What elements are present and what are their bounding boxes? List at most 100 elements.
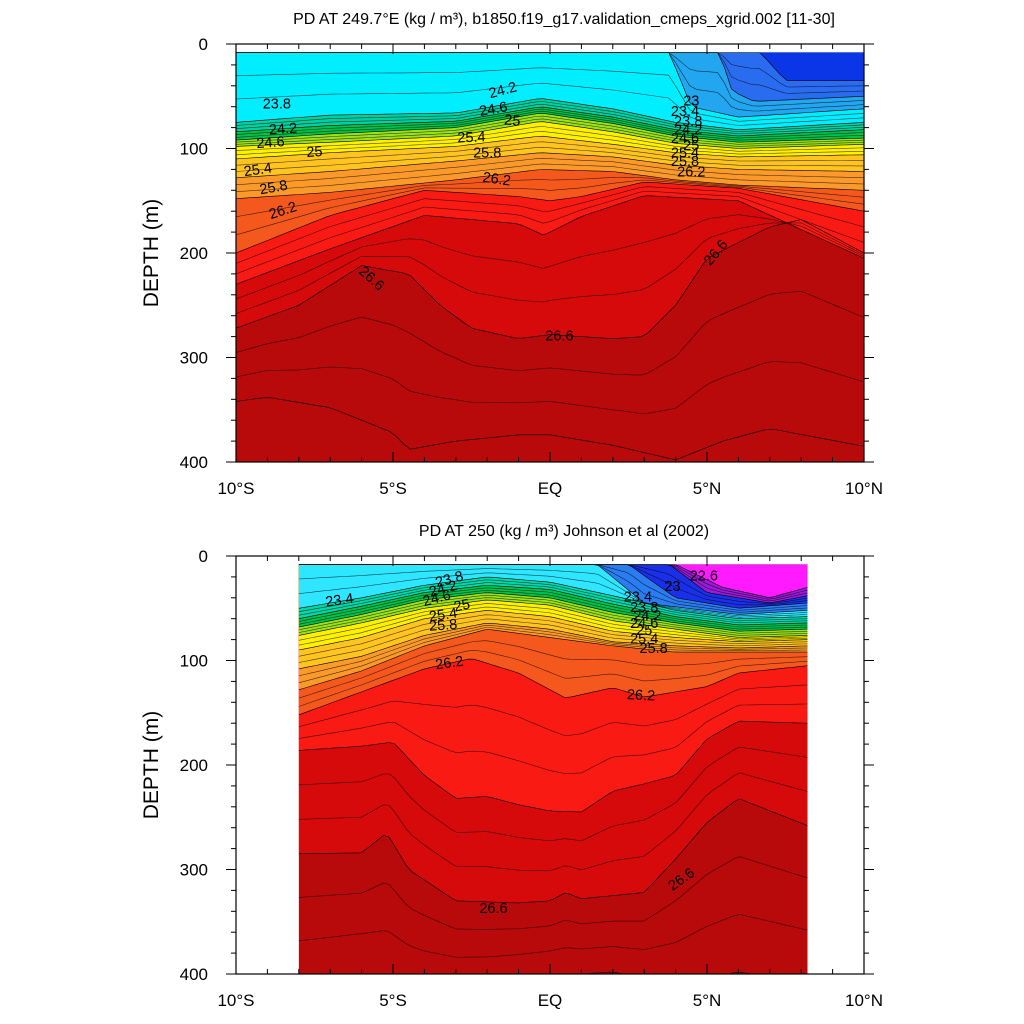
contour-label: 26.6 [479,901,507,917]
contour-label: 24.2 [427,578,458,601]
contour-label: 24.6 [256,134,285,152]
contour-label: 25.4 [457,129,486,146]
contour-line [298,597,808,636]
contour-line [298,572,808,618]
contour-label: 25.8 [429,617,458,635]
contour-line [298,649,808,707]
contour-line [298,590,808,630]
contour-label: 24.2 [633,608,661,624]
contour-label: 24.2 [268,121,297,139]
contour-line [298,640,808,699]
contour-line [236,195,864,285]
contour-label: 22.6 [690,569,718,585]
y-tick-label: 100 [180,140,208,159]
contour-line [236,112,864,143]
contour-label: 26.2 [482,170,512,190]
x-tick-label: 5°S [379,479,407,498]
x-tick-label: EQ [538,991,563,1010]
contour-label: 25 [306,144,323,161]
contour-line [236,82,864,126]
contour-line [298,618,808,663]
contour-line [298,772,808,872]
contour-line [298,579,808,622]
contour-line [298,798,808,904]
contour-line [236,126,864,152]
chart-title: PD AT 250 (kg / m³) Johnson et al (2002) [419,523,709,540]
contour-label: 24.6 [630,616,658,632]
contour-line [298,568,808,617]
y-tick-label: 400 [180,453,208,472]
contour-line [236,67,864,122]
panel-model-section: 23.824.224.62525.425.826.224.224.62525.4… [140,11,883,498]
contour-label: 23.4 [624,590,652,606]
panel-observed-section: 23.423.824.224.6 2525.425.826.222.62323.4… [140,523,883,1010]
contour-line [236,181,864,254]
contour-line [298,610,808,651]
contour-label: 23.8 [434,568,465,591]
contour-label: 25.8 [671,154,699,170]
x-tick-label: 10°S [217,991,254,1010]
contour-label: 23 [683,93,699,109]
y-tick-label: 100 [180,652,208,671]
contour-line [298,629,808,691]
contour-line [298,627,808,684]
contour-label: 23 [664,579,680,595]
contour-label: 23.8 [674,114,702,130]
contour-line [236,101,864,133]
contour-line [236,397,864,461]
contour-line [236,131,864,156]
x-tick-label: 5°N [693,479,722,498]
y-tick-label: 200 [180,244,208,263]
contour-label: 25.8 [640,641,668,657]
contour-label: 25 [452,596,471,615]
contour-line [298,625,808,677]
contour-label: 24.6 [671,131,699,147]
x-tick-label: EQ [538,479,563,498]
y-tick-label: 300 [180,349,208,368]
contour-label: 26.2 [627,687,656,704]
contour-band-bright-blue [298,564,808,609]
contour-line [298,576,808,620]
contour-line [236,163,864,192]
contour-label: 23.4 [325,591,355,611]
contour-line [236,169,864,199]
contour-line [298,585,808,626]
contour-line [236,222,864,314]
contour-line [236,121,864,149]
contour-label: 25 [683,138,699,154]
contour-label: 25 [636,623,652,639]
contour-field: 23.824.224.62525.425.826.224.224.62525.4… [236,52,864,463]
contour-line [298,684,808,736]
contour-label: 24.6 [421,587,452,610]
contour-label: 25.8 [258,178,289,199]
contour-line [236,108,864,139]
contour-line [236,118,864,147]
contour-line [298,564,808,615]
y-tick-label: 200 [180,756,208,775]
contour-line [298,746,808,842]
contour-field: 23.423.824.224.6 2525.425.826.222.62323.4… [298,564,808,974]
contour-line [298,587,808,628]
contour-line [236,98,864,131]
contour-line [236,177,864,218]
contour-line [298,592,808,632]
contour-line [236,110,864,141]
contour-line [236,290,864,376]
contour-line [298,720,808,813]
y-axis-label: DEPTH (m) [140,199,163,308]
contour-line [236,152,864,179]
contour-label: 25.4 [243,160,273,180]
contour-label: 26.6 [545,328,573,344]
contour-line [236,141,864,166]
contour-label: 25.4 [428,606,458,626]
contour-line [298,603,808,641]
x-tick-label: 5°S [379,991,407,1010]
chart-title: PD AT 249.7°E (kg / m³), b1850.f19_g17.v… [293,11,835,28]
contour-label: 26.2 [434,654,464,674]
contour-line [236,214,864,300]
contour-line [298,614,808,657]
contour-label: 25.8 [473,146,501,162]
contour-label: 26.2 [677,164,705,180]
contour-line [298,594,808,634]
